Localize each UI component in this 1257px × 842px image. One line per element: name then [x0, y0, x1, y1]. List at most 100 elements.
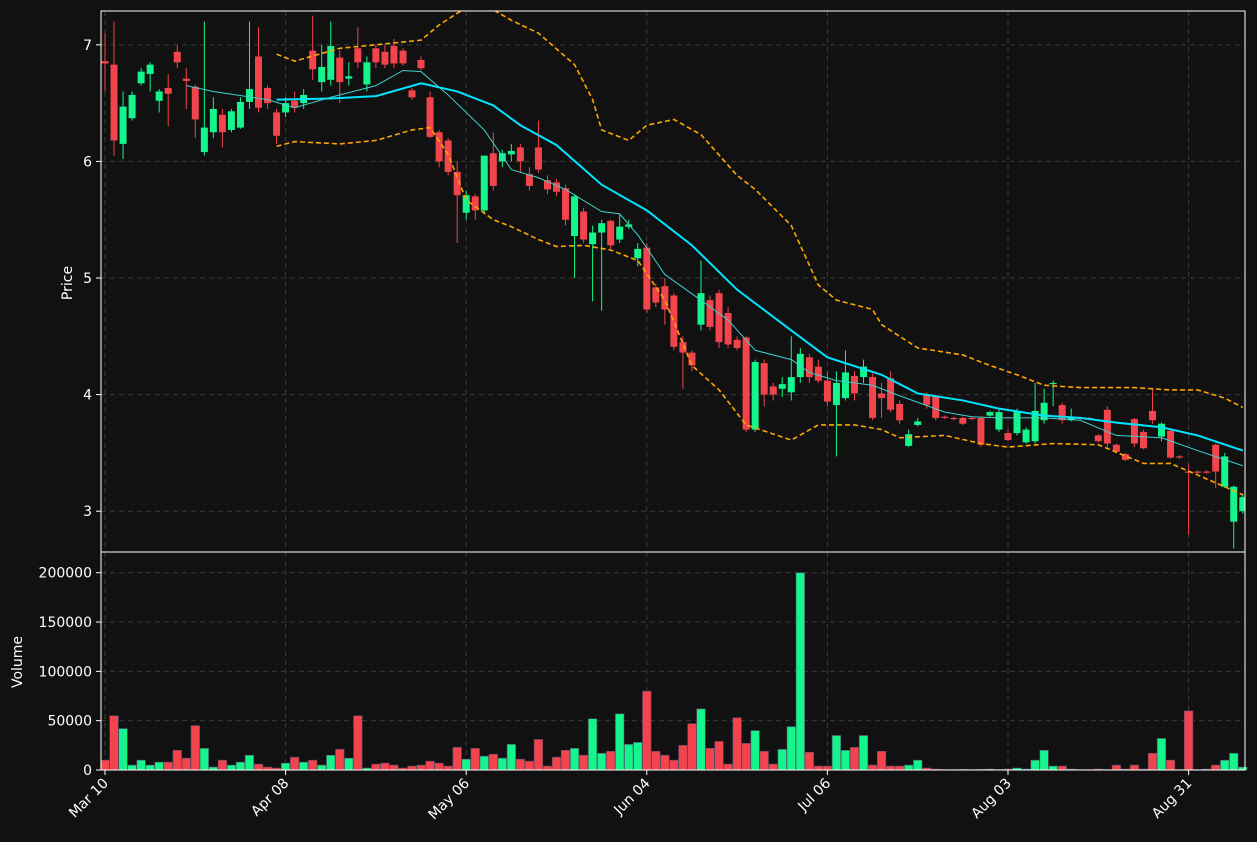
volume-bar	[1147, 752, 1158, 771]
volume-bar	[696, 708, 706, 771]
volume-bar	[615, 713, 625, 771]
x-tick-label: May 06	[425, 775, 473, 823]
candle-body	[408, 90, 416, 98]
volume-bar	[190, 725, 200, 771]
volume-bar	[479, 755, 489, 771]
volume-bar	[154, 761, 164, 771]
candle-body	[327, 45, 335, 80]
x-tick-label: Jul 06	[795, 775, 835, 815]
volume-bar	[299, 761, 309, 771]
volume-bar	[678, 745, 688, 771]
volume-bar	[407, 765, 417, 771]
volume-bar	[1229, 752, 1239, 771]
candle-body	[1230, 486, 1238, 522]
candle-body	[1031, 410, 1039, 442]
candle-body	[679, 342, 687, 353]
candle-body	[670, 295, 678, 347]
volume-bar	[913, 759, 923, 771]
volume-bar	[506, 744, 516, 771]
candle-body	[1067, 417, 1075, 421]
volume-bar	[569, 747, 580, 771]
volume-bar	[1156, 738, 1167, 771]
candle-body	[841, 372, 849, 399]
candle-body	[381, 51, 389, 65]
y-tick-label: 150000	[39, 615, 92, 631]
volume-bar	[660, 754, 670, 771]
volume-bar	[470, 747, 480, 771]
volume-bar	[335, 748, 345, 771]
volume-bar	[181, 757, 191, 771]
candle-body	[760, 363, 768, 395]
volume-bar	[886, 765, 896, 771]
volume-bar	[642, 690, 652, 771]
volume-bar	[588, 718, 598, 771]
x-tick-label: Jun 04	[610, 775, 653, 818]
candle-body	[598, 223, 606, 233]
candle-body	[607, 220, 615, 246]
volume-bar	[1165, 759, 1176, 771]
volume-bar	[1048, 765, 1058, 771]
candles	[101, 11, 1245, 549]
volume-bar	[876, 750, 887, 771]
candle-body	[769, 386, 777, 395]
volume-bar	[759, 750, 769, 771]
volume-bar	[1111, 764, 1121, 771]
axes-frame	[100, 10, 1246, 553]
y-tick-label: 200000	[39, 566, 92, 582]
candle-body	[805, 357, 813, 378]
volume-bar	[109, 715, 119, 771]
volume-bar	[578, 754, 589, 771]
candle-body	[1049, 382, 1057, 385]
y-tick-label: 6	[83, 154, 92, 170]
volume-bar	[127, 764, 137, 771]
volume-bar	[524, 760, 535, 771]
candle-body	[724, 312, 732, 345]
volume-bar	[253, 763, 264, 771]
volume-bar	[786, 726, 796, 771]
candle-body	[697, 293, 705, 325]
candle-body	[119, 106, 127, 144]
indicator-line	[186, 69, 1243, 467]
candle-body	[778, 384, 786, 389]
candle-body	[860, 366, 868, 378]
volume-bar	[904, 764, 914, 771]
volume-bar	[1030, 759, 1040, 771]
volume-bar	[1220, 759, 1230, 771]
volume-bar	[551, 756, 562, 771]
candle-body	[236, 101, 244, 128]
candle-body	[453, 171, 461, 196]
volume-bar	[244, 754, 255, 771]
volume-bar	[172, 749, 182, 771]
volume-bar	[849, 747, 860, 771]
volume-bar	[217, 759, 227, 771]
volume-bar	[1129, 764, 1140, 771]
candle-body	[1121, 454, 1129, 460]
volume-bar	[795, 572, 805, 771]
candle-body	[643, 247, 651, 310]
volume-bar	[280, 762, 291, 771]
volume-bar	[741, 743, 751, 771]
candle-body	[1239, 497, 1245, 512]
candle-body	[688, 352, 696, 366]
volume-bar	[488, 753, 498, 771]
candle-body	[498, 153, 506, 162]
candle-body	[1139, 431, 1147, 449]
volume-bar	[804, 751, 814, 771]
candle-body	[1130, 419, 1138, 444]
candle-body	[110, 64, 118, 141]
volume-bar	[461, 758, 471, 771]
volume-bar	[560, 749, 571, 771]
y-tick-label: 0	[83, 763, 92, 779]
volume-bar	[624, 744, 634, 771]
volume-bar	[822, 765, 832, 771]
candle-body	[742, 337, 750, 430]
volume-bar	[813, 765, 823, 771]
candle-body	[1167, 430, 1175, 458]
candle-body	[571, 196, 579, 237]
volume-bar	[425, 760, 435, 771]
candle-body	[1022, 429, 1030, 443]
candle-body	[1013, 410, 1021, 434]
candle-body	[1112, 444, 1120, 452]
candle-body	[363, 62, 371, 85]
